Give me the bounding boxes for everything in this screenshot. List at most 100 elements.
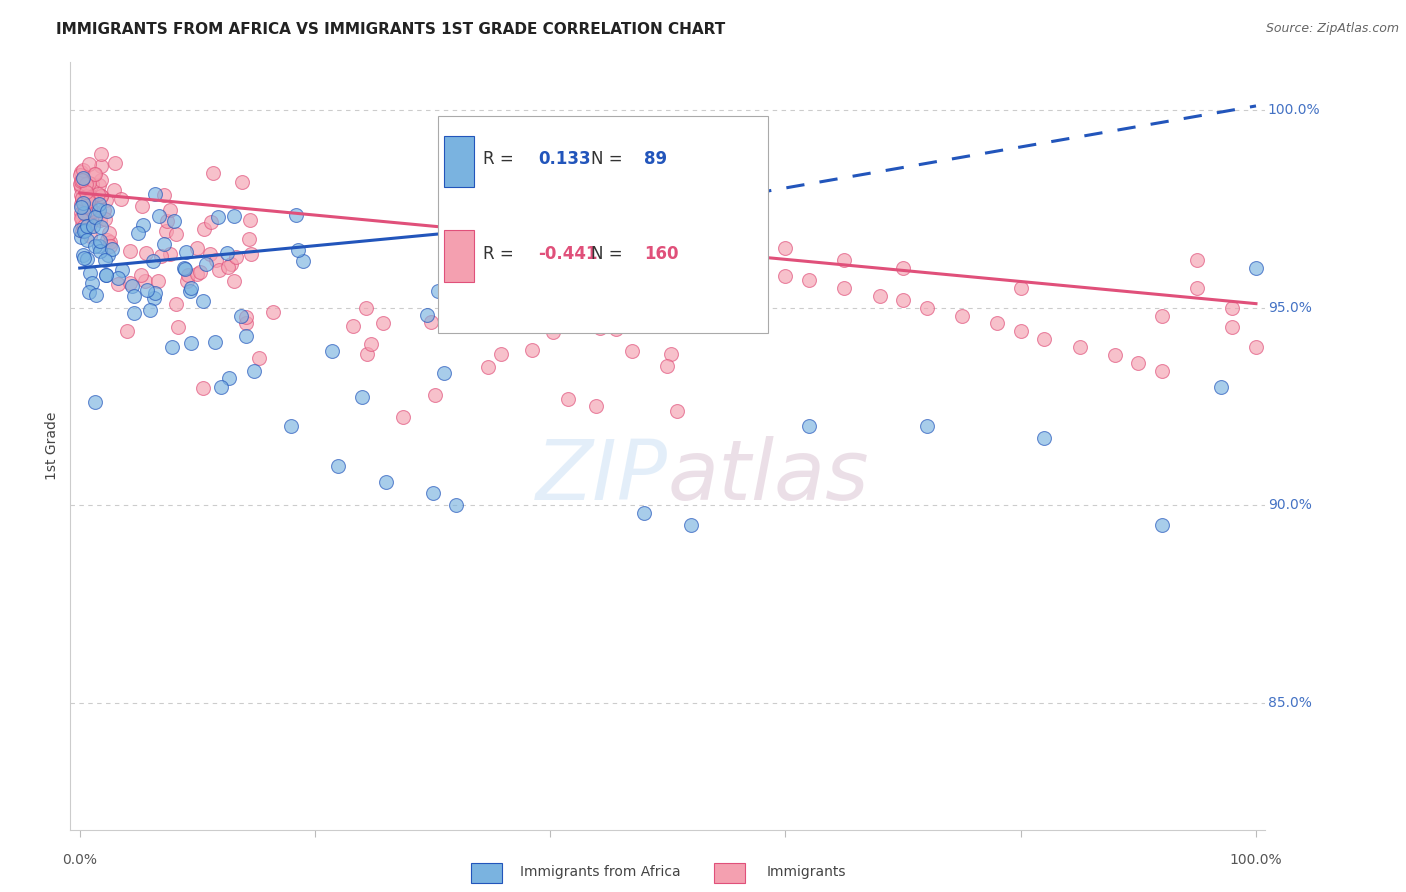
Point [292,253,315,268]
Point [1010,324,1032,338]
Point [89,203,111,218]
Point [716,261,738,276]
Point [135,283,157,297]
Point [159,203,181,218]
Point [84,210,107,224]
Point [167,319,190,334]
Point [797,419,820,434]
Point [1150,309,1173,323]
Point [605,322,627,336]
Point [76,192,98,206]
Point [1222,320,1244,334]
Point [146,274,169,288]
Point [287,243,309,257]
Point [134,274,156,288]
Point [118,244,141,259]
Point [76,204,98,219]
Point [72,173,94,187]
Point [72,163,94,178]
Point [427,285,450,299]
Point [155,224,177,238]
Point [832,281,855,295]
Point [80,177,103,191]
Point [72,173,94,187]
Point [83,167,105,181]
Text: 100.0%: 100.0% [1268,103,1320,117]
Point [585,399,607,413]
Point [76,233,98,247]
Point [70,174,93,188]
Point [374,475,396,489]
Point [129,268,152,282]
Point [73,224,96,238]
Point [82,204,104,219]
Point [69,211,91,226]
Point [94,211,117,226]
Point [681,518,703,533]
Point [1222,301,1244,315]
Point [72,211,94,225]
Point [127,226,149,240]
Point [73,206,96,220]
Point [90,146,112,161]
Point [97,248,120,262]
Point [89,178,111,193]
Point [605,261,627,276]
Point [238,232,260,246]
Point [235,329,257,343]
Point [73,223,96,237]
Point [262,305,284,319]
Point [70,230,93,244]
Point [93,202,115,217]
Point [84,212,107,227]
Point [96,233,118,247]
Point [110,192,132,206]
Point [76,189,98,203]
Point [891,293,914,307]
Point [153,237,176,252]
Point [94,252,117,267]
Text: atlas: atlas [668,436,869,517]
Point [79,217,101,231]
Text: 89: 89 [644,151,668,169]
Point [239,247,262,261]
Point [360,337,382,351]
Point [84,239,107,253]
Point [69,223,91,237]
Point [208,263,231,277]
Point [69,181,91,195]
Point [75,178,97,192]
Point [83,395,105,409]
Point [121,279,143,293]
Point [142,292,165,306]
Point [156,214,179,228]
Point [79,202,101,216]
Point [118,276,141,290]
Point [1150,364,1173,378]
Point [915,419,938,434]
Point [143,187,166,202]
Point [139,303,162,318]
Point [132,218,155,232]
Point [1033,332,1056,346]
Point [1010,281,1032,295]
Point [950,309,973,323]
Point [96,203,118,218]
Point [87,196,110,211]
Point [444,498,467,512]
Point [231,309,253,323]
Point [986,317,1008,331]
Point [76,219,98,233]
Point [73,251,96,265]
Point [73,193,96,207]
Point [321,343,343,358]
Point [328,458,350,473]
Point [218,371,240,385]
Point [513,254,536,268]
Point [209,380,232,394]
Point [90,173,112,187]
Point [832,253,855,268]
Point [205,253,228,268]
Point [207,210,229,224]
Point [163,214,186,228]
